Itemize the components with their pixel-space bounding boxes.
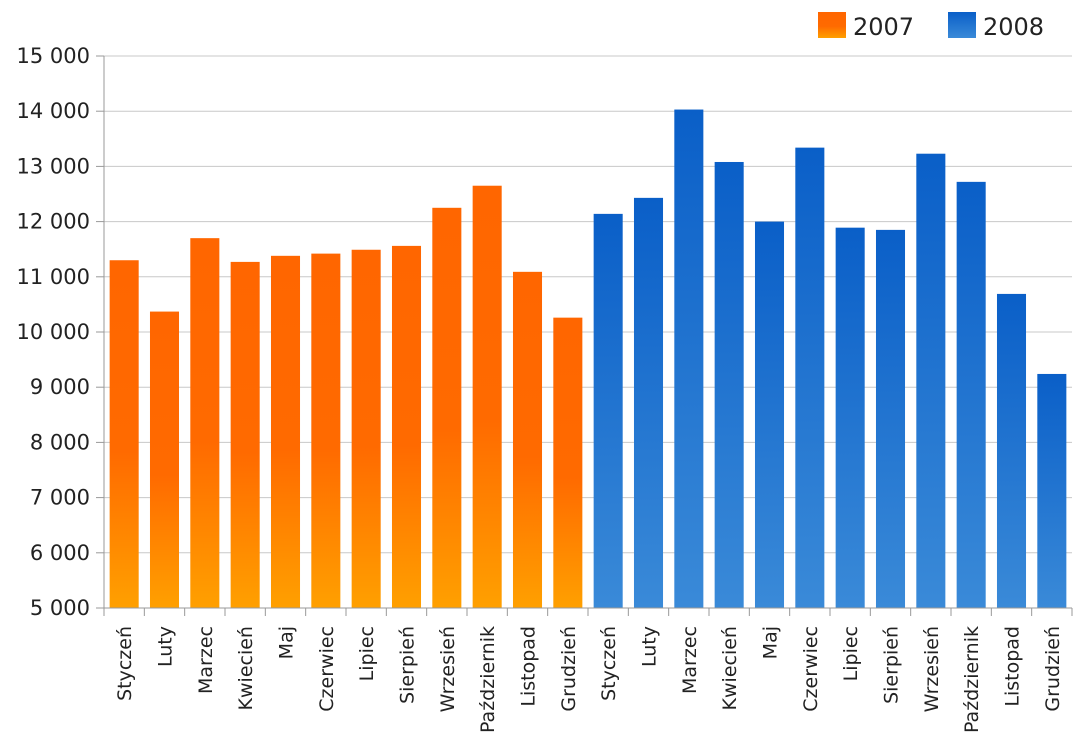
x-tick-label: Grudzień: [558, 626, 580, 712]
bar-2007-5: [270, 255, 301, 608]
x-tick-label: Maj: [760, 626, 782, 659]
x-tick-label: Grudzień: [1042, 626, 1064, 712]
bar-2008-12: [1037, 373, 1067, 608]
x-tick-label: Lipiec: [356, 626, 378, 681]
x-tick-label: Luty: [155, 626, 177, 667]
x-tick-label: Listopad: [518, 626, 540, 707]
x-tick-label: Październik: [961, 626, 983, 733]
bar-2007-8: [391, 245, 422, 608]
x-tick-label: Czerwiec: [800, 626, 822, 712]
bar-2008-10: [956, 181, 986, 608]
y-tick-label: 6 000: [30, 541, 90, 565]
bar-2008-11: [996, 293, 1027, 608]
x-axis: Styczeń Luty Marzec Kwiecień Maj Czerwiec Lipi…: [103, 607, 1073, 733]
x-tick-label: Marzec: [679, 626, 701, 694]
legend: 2007 2008: [818, 12, 1044, 41]
y-tick-label: 11 000: [17, 265, 90, 289]
bar-2007-2: [149, 311, 180, 608]
x-tick-label: Styczeń: [598, 626, 620, 701]
y-tick-label: 9 000: [30, 375, 90, 399]
bar-2007-6: [311, 253, 341, 608]
bar-2008-7: [835, 227, 865, 608]
bar-2007-1: [109, 260, 139, 608]
bar-2008-6: [795, 147, 825, 608]
x-tick-label: Marzec: [195, 626, 217, 694]
x-tick-label: Wrzesień: [921, 626, 943, 712]
x-tick-label: Sierpień: [881, 626, 903, 704]
bar-2007-3: [190, 238, 220, 608]
bar-2008-4: [714, 161, 744, 608]
bar-2007-4: [230, 261, 260, 608]
legend-swatch-2007: [818, 12, 846, 38]
x-tick-label: Kwiecień: [235, 626, 257, 710]
bar-2007-12: [553, 317, 583, 608]
bar-2007-9: [432, 207, 462, 609]
bar-2007-11: [512, 271, 543, 608]
x-tick-label: Maj: [276, 626, 298, 659]
legend-swatch-2008: [948, 12, 976, 38]
bar-2007-10: [472, 185, 502, 608]
y-tick-label: 10 000: [17, 320, 90, 344]
bar-2008-8: [875, 229, 906, 608]
y-tick-label: 12 000: [17, 210, 90, 234]
bar-2008-5: [754, 221, 785, 608]
x-tick-label: Wrzesień: [437, 626, 459, 712]
x-tick-label: Kwiecień: [719, 626, 741, 710]
x-tick-label: Luty: [639, 626, 661, 667]
y-tick-label: 14 000: [17, 99, 90, 123]
bar-2008-2: [633, 197, 664, 608]
x-tick-label: Październik: [477, 626, 499, 733]
x-tick-label: Sierpień: [397, 626, 419, 704]
bar-2008-1: [593, 213, 623, 608]
x-tick-label: Listopad: [1002, 626, 1024, 707]
gridlines: [104, 55, 1072, 609]
y-axis: 5 000 6 000 7 000 8 000 9 000 10 000 11 000 12 …: [17, 44, 105, 620]
y-tick-label: 5 000: [30, 596, 90, 620]
y-tick-label: 13 000: [17, 154, 90, 178]
bar-2007-7: [351, 249, 381, 608]
x-tick-label: Lipiec: [840, 626, 862, 681]
y-tick-label: 7 000: [30, 486, 90, 510]
x-tick-label: Czerwiec: [316, 626, 338, 712]
y-tick-label: 15 000: [17, 44, 90, 68]
legend-label-2008: 2008: [983, 13, 1044, 41]
bars: [109, 109, 1067, 609]
x-tick-label: Styczeń: [114, 626, 136, 701]
bar-2008-9: [916, 153, 946, 609]
bar-2008-3: [674, 109, 704, 608]
legend-label-2007: 2007: [853, 13, 914, 41]
y-tick-label: 8 000: [30, 430, 90, 454]
